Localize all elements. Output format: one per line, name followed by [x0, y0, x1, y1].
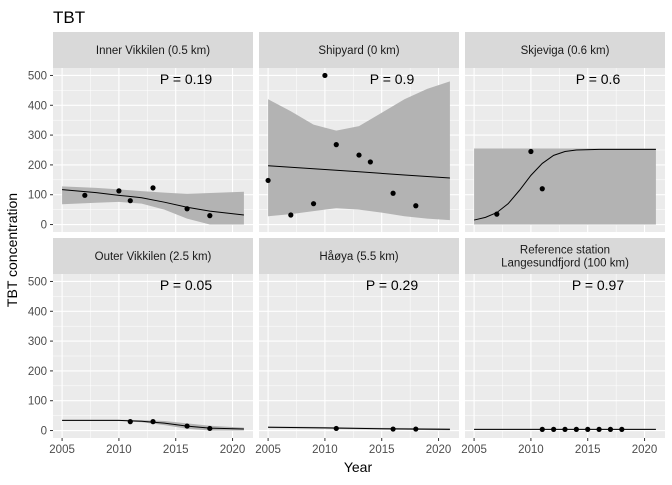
- data-point: [127, 419, 133, 425]
- y-tick-label: 200: [28, 366, 47, 378]
- facet-strip-label: Outer Vikkilen (2.5 km): [95, 251, 212, 263]
- facet-strip: [53, 32, 253, 68]
- y-tick-label: 200: [28, 160, 47, 172]
- data-point: [413, 203, 419, 209]
- facet-strip: [259, 238, 459, 274]
- data-point: [288, 212, 294, 218]
- data-point: [367, 159, 373, 165]
- data-point: [573, 426, 579, 432]
- x-tick-label: 2020: [220, 444, 246, 456]
- y-axis-label: TBT concentration: [4, 193, 20, 307]
- p-value-label: P = 0.9: [370, 71, 415, 87]
- data-point: [184, 206, 190, 212]
- data-point: [310, 201, 317, 207]
- data-point: [82, 192, 88, 198]
- p-value-label: P = 0.05: [160, 277, 213, 293]
- trend-line: [62, 189, 244, 216]
- x-tick-label: 2005: [461, 444, 487, 456]
- data-point: [619, 426, 625, 432]
- data-point: [333, 425, 339, 432]
- facet-panel: Håøya (5.5 km) P = 0.29 2005 2010 2015 2020: [255, 238, 459, 456]
- data-point: [150, 419, 156, 425]
- data-point: [585, 426, 591, 432]
- data-point: [551, 426, 557, 432]
- confidence-band: [62, 419, 244, 431]
- y-tick-label: 100: [28, 396, 47, 408]
- y-tick-label: 300: [28, 336, 47, 348]
- x-tick-label: 2005: [49, 444, 75, 456]
- p-value-label: P = 0.19: [160, 71, 213, 87]
- facet-strip-label: Langesundfjord (100 km): [501, 258, 629, 270]
- y-tick-label: 500: [28, 276, 47, 288]
- facets-layer: Inner Vikkilen (0.5 km) P = 0.19 0 100 200 30…: [28, 32, 665, 456]
- confidence-band: [268, 81, 450, 221]
- data-point: [390, 190, 396, 196]
- x-tick-label: 2015: [163, 444, 189, 456]
- data-point: [127, 198, 133, 204]
- data-point: [596, 426, 602, 432]
- data-point: [116, 188, 122, 194]
- x-axis-label: Year: [344, 459, 373, 475]
- facet-strip-label: Inner Vikkilen (0.5 km): [96, 45, 210, 57]
- x-tick-label: 2020: [632, 444, 658, 456]
- facet-strip: [465, 32, 665, 68]
- x-tick-label: 2010: [518, 444, 544, 456]
- data-point: [528, 148, 534, 155]
- x-tick-label: 2015: [369, 444, 395, 456]
- confidence-band: [474, 148, 656, 225]
- y-tick-label: 100: [28, 190, 47, 202]
- x-tick-label: 2010: [106, 444, 132, 456]
- facet-panel: Shipyard (0 km) P = 0.9: [259, 32, 459, 232]
- facet-strip: [53, 238, 253, 274]
- facet-strip-label: Reference station: [520, 245, 610, 257]
- data-point: [150, 185, 156, 191]
- data-point: [333, 142, 339, 148]
- p-value-label: P = 0.29: [366, 277, 419, 293]
- data-point: [607, 426, 614, 432]
- p-value-label: P = 0.97: [572, 277, 625, 293]
- p-value-label: P = 0.6: [576, 71, 621, 87]
- y-tick-label: 300: [28, 130, 47, 142]
- chart-title: TBT: [53, 8, 85, 27]
- data-point: [390, 426, 396, 432]
- x-tick-label: 2005: [255, 444, 281, 456]
- y-tick-label: 0: [41, 220, 47, 232]
- data-point: [562, 426, 568, 432]
- x-tick-label: 2010: [312, 444, 338, 456]
- data-point: [207, 213, 213, 219]
- facet-strip: [259, 32, 459, 68]
- data-point: [413, 426, 419, 432]
- data-point: [539, 426, 545, 432]
- data-point: [265, 177, 271, 184]
- data-point: [322, 72, 328, 79]
- y-tick-label: 0: [41, 426, 47, 438]
- facet-panel: Skjeviga (0.6 km) P = 0.6: [465, 32, 665, 232]
- facet-strip: [465, 238, 665, 274]
- data-point: [207, 425, 213, 432]
- facet-strip-label: Skjeviga (0.6 km): [521, 45, 610, 57]
- x-tick-label: 2015: [575, 444, 601, 456]
- data-point: [494, 211, 500, 217]
- data-point: [356, 152, 362, 158]
- trend-line: [268, 165, 450, 179]
- y-tick-label: 400: [28, 306, 47, 318]
- y-tick-label: 500: [28, 70, 47, 82]
- data-point: [184, 423, 190, 429]
- x-tick-label: 2020: [426, 444, 452, 456]
- confidence-band: [62, 186, 244, 225]
- data-point: [539, 186, 545, 192]
- facet-strip-label: Håøya (5.5 km): [319, 251, 398, 263]
- y-tick-label: 400: [28, 100, 47, 112]
- facet-panel: Outer Vikkilen (2.5 km) P = 0.05 0 100 200 30…: [28, 238, 253, 456]
- facet-panel: Inner Vikkilen (0.5 km) P = 0.19 0 100 200 30…: [28, 32, 253, 232]
- facet-strip-label: Shipyard (0 km): [318, 45, 399, 57]
